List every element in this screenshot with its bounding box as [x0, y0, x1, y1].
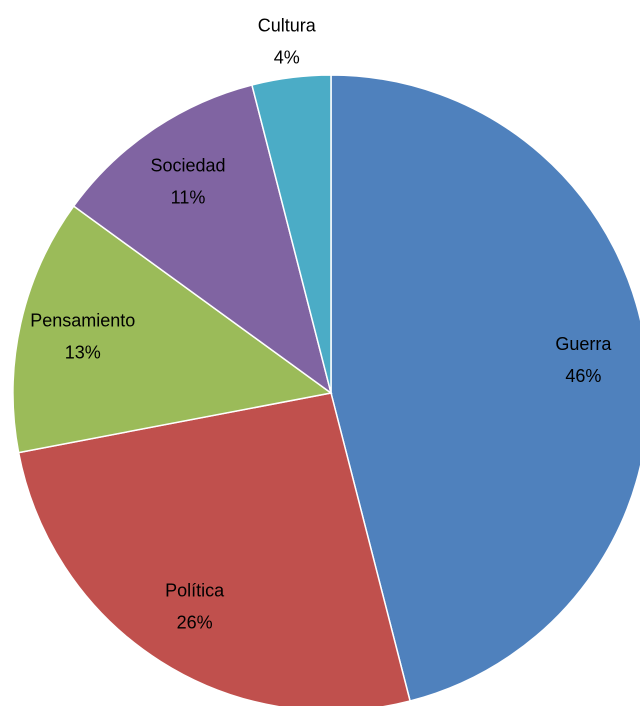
slice-label: Pensamiento	[30, 310, 135, 330]
slice-value-label: 4%	[274, 48, 300, 68]
slice-label: Cultura	[258, 16, 317, 36]
slice-value-label: 13%	[65, 342, 101, 362]
slice-label: Sociedad	[150, 155, 225, 175]
pie-slice	[72, 84, 333, 395]
slice-label: Guerra	[555, 334, 612, 354]
pie-slice	[330, 74, 640, 702]
slice-value-label: 11%	[171, 187, 206, 207]
pie-slice	[12, 205, 333, 454]
slice-label: Política	[165, 581, 225, 601]
pie-slice	[251, 74, 332, 394]
pie-slice	[17, 392, 411, 706]
slice-value-label: 46%	[565, 366, 601, 386]
slice-value-label: 26%	[177, 613, 213, 633]
